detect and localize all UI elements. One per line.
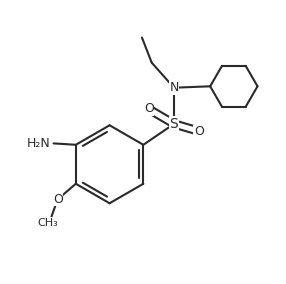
Text: O: O [144, 102, 154, 115]
Text: S: S [170, 117, 178, 131]
Text: CH₃: CH₃ [37, 218, 58, 228]
Text: O: O [194, 126, 204, 139]
Text: N: N [169, 81, 179, 94]
Text: O: O [53, 193, 63, 206]
Text: H₂N: H₂N [27, 137, 51, 150]
